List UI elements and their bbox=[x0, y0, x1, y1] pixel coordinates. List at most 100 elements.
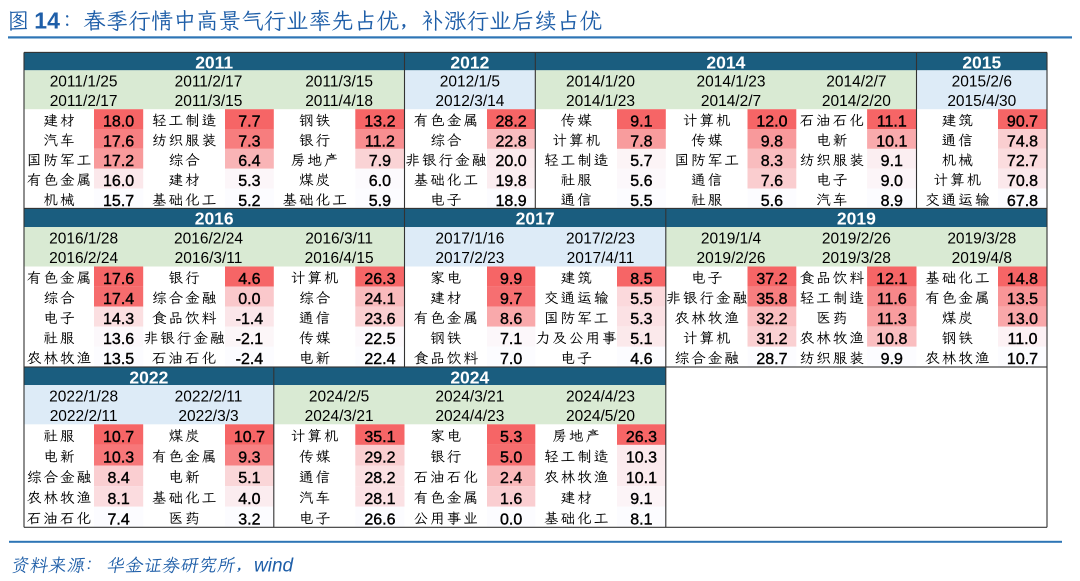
svg-text:2014/1/20: 2014/1/20 bbox=[566, 74, 635, 91]
svg-text:2024/2/5: 2024/2/5 bbox=[309, 389, 369, 406]
svg-text:11.0: 11.0 bbox=[1008, 331, 1038, 348]
svg-text:9.9: 9.9 bbox=[881, 351, 903, 368]
svg-text:2011/1/25: 2011/1/25 bbox=[50, 74, 118, 91]
svg-text:7.1: 7.1 bbox=[500, 331, 522, 348]
svg-text:2016/2/24: 2016/2/24 bbox=[174, 231, 243, 248]
svg-text:2017/2/23: 2017/2/23 bbox=[435, 250, 504, 267]
svg-text:2022: 2022 bbox=[129, 367, 168, 387]
svg-text:17.4: 17.4 bbox=[103, 291, 134, 308]
svg-text:11.1: 11.1 bbox=[877, 114, 907, 131]
svg-text:5.5: 5.5 bbox=[630, 193, 652, 210]
svg-text:70.8: 70.8 bbox=[1007, 173, 1038, 190]
svg-text:13.6: 13.6 bbox=[103, 331, 134, 348]
svg-text:5.5: 5.5 bbox=[630, 291, 652, 308]
svg-text:11.6: 11.6 bbox=[877, 291, 907, 308]
svg-text:5.3: 5.3 bbox=[238, 173, 260, 190]
svg-text:wind: wind bbox=[254, 555, 295, 576]
svg-text:2022/3/3: 2022/3/3 bbox=[178, 408, 238, 425]
svg-text:9.7: 9.7 bbox=[500, 291, 522, 308]
svg-text:10.3: 10.3 bbox=[103, 450, 134, 467]
svg-text:2019/3/28: 2019/3/28 bbox=[947, 231, 1016, 248]
svg-text:10.7: 10.7 bbox=[1007, 351, 1038, 368]
svg-text:2012/1/5: 2012/1/5 bbox=[440, 74, 500, 91]
svg-text:2014/2/20: 2014/2/20 bbox=[822, 93, 891, 110]
svg-text:90.7: 90.7 bbox=[1007, 114, 1038, 131]
svg-text:2022/2/11: 2022/2/11 bbox=[50, 408, 118, 425]
svg-text:12.0: 12.0 bbox=[756, 114, 787, 131]
svg-text:11.3: 11.3 bbox=[877, 311, 907, 328]
svg-text:10.8: 10.8 bbox=[876, 331, 907, 348]
svg-text:9.0: 9.0 bbox=[881, 173, 903, 190]
svg-text:9.9: 9.9 bbox=[500, 271, 522, 288]
svg-text:2014/1/23: 2014/1/23 bbox=[697, 74, 766, 91]
svg-text:0.0: 0.0 bbox=[500, 511, 522, 528]
svg-text:2012: 2012 bbox=[450, 53, 489, 73]
svg-text:2019/3/28: 2019/3/28 bbox=[822, 250, 891, 267]
svg-text:2014/2/7: 2014/2/7 bbox=[826, 74, 886, 91]
svg-text:10.7: 10.7 bbox=[103, 429, 134, 446]
svg-text:9.1: 9.1 bbox=[630, 114, 652, 131]
svg-text:10.1: 10.1 bbox=[626, 470, 657, 487]
svg-text:2024/5/20: 2024/5/20 bbox=[566, 408, 635, 425]
svg-text:2019/1/4: 2019/1/4 bbox=[701, 231, 762, 248]
svg-text:8.3: 8.3 bbox=[761, 153, 783, 170]
svg-text:6.4: 6.4 bbox=[238, 153, 260, 170]
svg-text:8.1: 8.1 bbox=[630, 511, 652, 528]
svg-text:13.5: 13.5 bbox=[103, 351, 134, 368]
svg-text:7.0: 7.0 bbox=[500, 351, 522, 368]
svg-text:19.8: 19.8 bbox=[496, 173, 527, 190]
svg-text:7.9: 7.9 bbox=[369, 153, 391, 170]
svg-text:10.3: 10.3 bbox=[626, 450, 657, 467]
svg-text:35.1: 35.1 bbox=[364, 429, 395, 446]
svg-text:2011/3/15: 2011/3/15 bbox=[175, 93, 243, 110]
svg-text:32.2: 32.2 bbox=[756, 311, 787, 328]
svg-text:23.6: 23.6 bbox=[364, 311, 395, 328]
svg-text:13.0: 13.0 bbox=[1007, 311, 1038, 328]
svg-text:5.1: 5.1 bbox=[238, 470, 260, 487]
svg-text:7.7: 7.7 bbox=[238, 114, 260, 131]
svg-text:20.0: 20.0 bbox=[496, 153, 527, 170]
svg-text:28.2: 28.2 bbox=[496, 114, 527, 131]
svg-text:2019/4/8: 2019/4/8 bbox=[952, 250, 1012, 267]
svg-text:13.5: 13.5 bbox=[1007, 291, 1038, 308]
svg-text:18.0: 18.0 bbox=[103, 114, 134, 131]
svg-text:2011/2/17: 2011/2/17 bbox=[175, 74, 243, 91]
svg-text:2011/4/18: 2011/4/18 bbox=[305, 93, 373, 110]
svg-text:1.6: 1.6 bbox=[500, 491, 522, 508]
svg-text:2016/3/11: 2016/3/11 bbox=[175, 250, 243, 267]
svg-text:28.7: 28.7 bbox=[756, 351, 787, 368]
svg-text:2017: 2017 bbox=[516, 209, 555, 229]
svg-text:9.8: 9.8 bbox=[761, 133, 783, 150]
svg-text:8.5: 8.5 bbox=[630, 271, 652, 288]
svg-text:0.0: 0.0 bbox=[238, 291, 260, 308]
svg-text:8.4: 8.4 bbox=[107, 470, 129, 487]
svg-text:5.3: 5.3 bbox=[630, 311, 652, 328]
svg-text:5.3: 5.3 bbox=[500, 429, 522, 446]
svg-text:2014: 2014 bbox=[706, 53, 745, 73]
svg-text:4.6: 4.6 bbox=[238, 271, 260, 288]
svg-text:10.7: 10.7 bbox=[234, 429, 265, 446]
svg-text:2017/1/16: 2017/1/16 bbox=[435, 231, 504, 248]
svg-text:2017/2/23: 2017/2/23 bbox=[566, 231, 635, 248]
svg-text:14.3: 14.3 bbox=[103, 311, 134, 328]
svg-text:31.2: 31.2 bbox=[756, 331, 787, 348]
svg-text:2019/2/26: 2019/2/26 bbox=[822, 231, 891, 248]
svg-text:14.8: 14.8 bbox=[1007, 271, 1038, 288]
svg-text:2024/4/23: 2024/4/23 bbox=[566, 389, 635, 406]
svg-text:72.7: 72.7 bbox=[1007, 153, 1038, 170]
svg-text:2015/4/30: 2015/4/30 bbox=[947, 93, 1016, 110]
svg-text:26.6: 26.6 bbox=[364, 511, 395, 528]
svg-text:2017/4/11: 2017/4/11 bbox=[567, 250, 635, 267]
svg-text:17.6: 17.6 bbox=[103, 133, 134, 150]
svg-text:28.1: 28.1 bbox=[364, 491, 395, 508]
svg-text:26.3: 26.3 bbox=[626, 429, 657, 446]
svg-text:2016: 2016 bbox=[195, 209, 234, 229]
svg-text:7.3: 7.3 bbox=[238, 133, 260, 150]
svg-text:37.2: 37.2 bbox=[756, 271, 787, 288]
svg-text:67.8: 67.8 bbox=[1007, 193, 1038, 210]
svg-text:2024/3/21: 2024/3/21 bbox=[435, 389, 504, 406]
svg-text:4.6: 4.6 bbox=[630, 351, 652, 368]
svg-text:14: 14 bbox=[34, 8, 60, 34]
svg-text:17.6: 17.6 bbox=[103, 271, 134, 288]
svg-text:2024: 2024 bbox=[450, 367, 489, 387]
